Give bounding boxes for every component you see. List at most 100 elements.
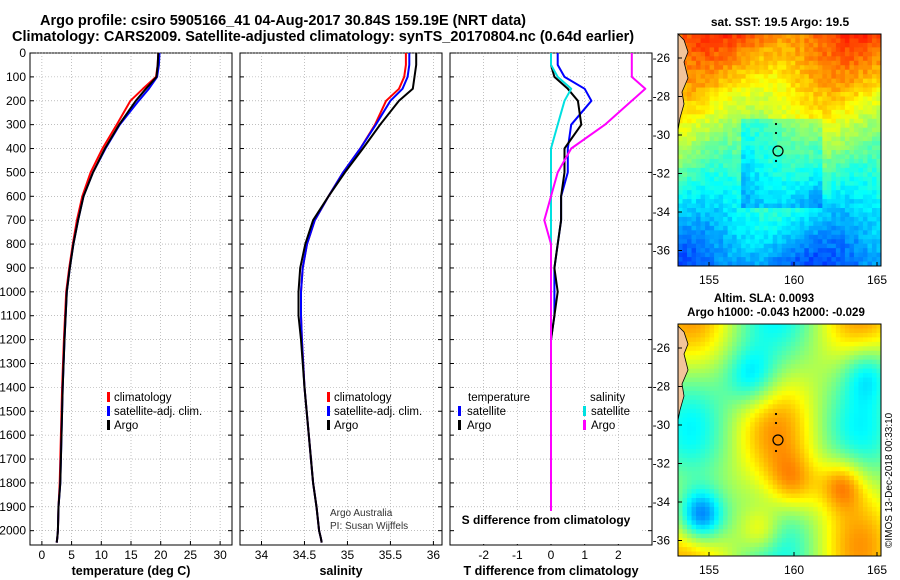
heatmap-cell bbox=[826, 230, 832, 236]
heatmap-cell bbox=[732, 42, 738, 48]
heatmap-cell bbox=[853, 69, 859, 75]
heatmap-cell bbox=[835, 248, 841, 254]
heatmap-cell bbox=[741, 480, 747, 486]
heatmap-cell bbox=[705, 413, 710, 419]
heatmap-cell bbox=[727, 47, 733, 53]
heatmap-cell bbox=[786, 341, 792, 347]
heatmap-cell bbox=[871, 395, 877, 401]
heatmap-cell bbox=[754, 190, 760, 196]
heatmap-cell bbox=[759, 252, 765, 258]
heatmap-cell bbox=[822, 257, 828, 262]
heatmap-cell bbox=[826, 109, 832, 115]
heatmap-cell bbox=[763, 261, 769, 267]
heatmap-cell bbox=[700, 234, 706, 240]
heatmap-cell bbox=[727, 551, 733, 557]
heatmap-cell bbox=[867, 199, 873, 204]
heatmap-cell bbox=[696, 341, 701, 347]
heatmap-cell bbox=[840, 515, 846, 521]
heatmap-cell bbox=[795, 355, 801, 361]
heatmap-cell bbox=[745, 212, 751, 218]
heatmap-cell bbox=[741, 417, 747, 423]
heatmap-cell bbox=[723, 448, 729, 454]
heatmap-cell bbox=[732, 524, 738, 530]
heatmap-cell bbox=[876, 145, 882, 151]
heatmap-cell bbox=[835, 364, 841, 370]
heatmap-cell bbox=[795, 96, 801, 102]
heatmap-cell bbox=[867, 506, 873, 512]
heatmap-cell bbox=[750, 118, 756, 124]
heatmap-cell bbox=[813, 471, 819, 477]
heatmap-cell bbox=[858, 493, 864, 499]
heatmap-cell bbox=[763, 413, 769, 419]
heatmap-cell bbox=[799, 225, 805, 231]
heatmap-cell bbox=[768, 261, 774, 267]
heatmap-cell bbox=[808, 60, 814, 66]
heatmap-cell bbox=[696, 364, 701, 370]
heatmap-cell bbox=[714, 208, 719, 213]
heatmap-cell bbox=[853, 373, 859, 378]
heatmap-cell bbox=[858, 234, 864, 240]
heatmap-cell bbox=[849, 457, 855, 463]
heatmap-cell bbox=[813, 60, 819, 66]
heatmap-cell bbox=[795, 203, 801, 209]
heatmap-cell bbox=[687, 172, 692, 178]
heatmap-cell bbox=[732, 92, 738, 97]
heatmap-cell bbox=[822, 83, 828, 88]
heatmap-cell bbox=[831, 435, 837, 441]
heatmap-cell bbox=[714, 471, 719, 477]
heatmap-cell bbox=[831, 337, 837, 343]
heatmap-cell bbox=[700, 230, 706, 236]
heatmap-cell bbox=[849, 404, 855, 410]
heatmap-cell bbox=[723, 506, 729, 512]
heatmap-cell bbox=[750, 158, 756, 164]
heatmap-cell bbox=[691, 404, 697, 410]
heatmap-cell bbox=[813, 252, 819, 258]
heatmap-cell bbox=[844, 145, 850, 151]
heatmap-cell bbox=[750, 34, 756, 39]
heatmap-cell bbox=[709, 524, 715, 530]
heatmap-cell bbox=[781, 524, 787, 530]
heatmap-cell bbox=[808, 141, 814, 146]
heatmap-cell bbox=[840, 475, 846, 481]
heatmap-cell bbox=[700, 417, 706, 423]
heatmap-cell bbox=[682, 163, 688, 169]
heatmap-cell bbox=[876, 105, 882, 111]
heatmap-cell bbox=[844, 239, 850, 245]
heatmap-cell bbox=[808, 422, 814, 428]
heatmap-cell bbox=[840, 185, 846, 191]
heatmap-cell bbox=[691, 520, 697, 526]
heatmap-cell bbox=[808, 498, 814, 503]
heatmap-cell bbox=[745, 524, 751, 530]
heatmap-cell bbox=[817, 328, 823, 334]
heatmap-cell bbox=[826, 65, 832, 71]
heatmap-cell bbox=[786, 96, 792, 102]
heatmap-cell bbox=[822, 87, 828, 93]
heatmap-cell bbox=[876, 118, 882, 124]
heatmap-cell bbox=[781, 109, 787, 115]
heatmap-cell bbox=[849, 448, 855, 454]
heatmap-cell bbox=[790, 127, 796, 133]
heatmap-cell bbox=[858, 185, 864, 191]
heatmap-cell bbox=[804, 332, 810, 338]
heatmap-cell bbox=[705, 154, 710, 160]
heatmap-cell bbox=[696, 212, 701, 218]
heatmap-cell bbox=[691, 524, 697, 530]
heatmap-cell bbox=[768, 47, 774, 53]
heatmap-cell bbox=[790, 87, 796, 93]
heatmap-cell bbox=[858, 511, 864, 517]
heatmap-cell bbox=[682, 248, 688, 254]
heatmap-cell bbox=[741, 408, 747, 414]
heatmap-cell bbox=[813, 239, 819, 245]
heatmap-cell bbox=[822, 520, 828, 526]
heatmap-cell bbox=[682, 34, 688, 39]
heatmap-cell bbox=[723, 141, 729, 146]
heatmap-cell bbox=[826, 248, 832, 254]
heatmap-cell bbox=[835, 225, 841, 231]
heatmap-cell bbox=[745, 462, 751, 468]
heatmap-cell bbox=[750, 551, 756, 557]
heatmap-cell bbox=[862, 533, 868, 539]
heatmap-cell bbox=[813, 515, 819, 521]
heatmap-cell bbox=[858, 243, 864, 249]
heatmap-cell bbox=[714, 404, 719, 410]
heatmap-cell bbox=[853, 257, 859, 262]
